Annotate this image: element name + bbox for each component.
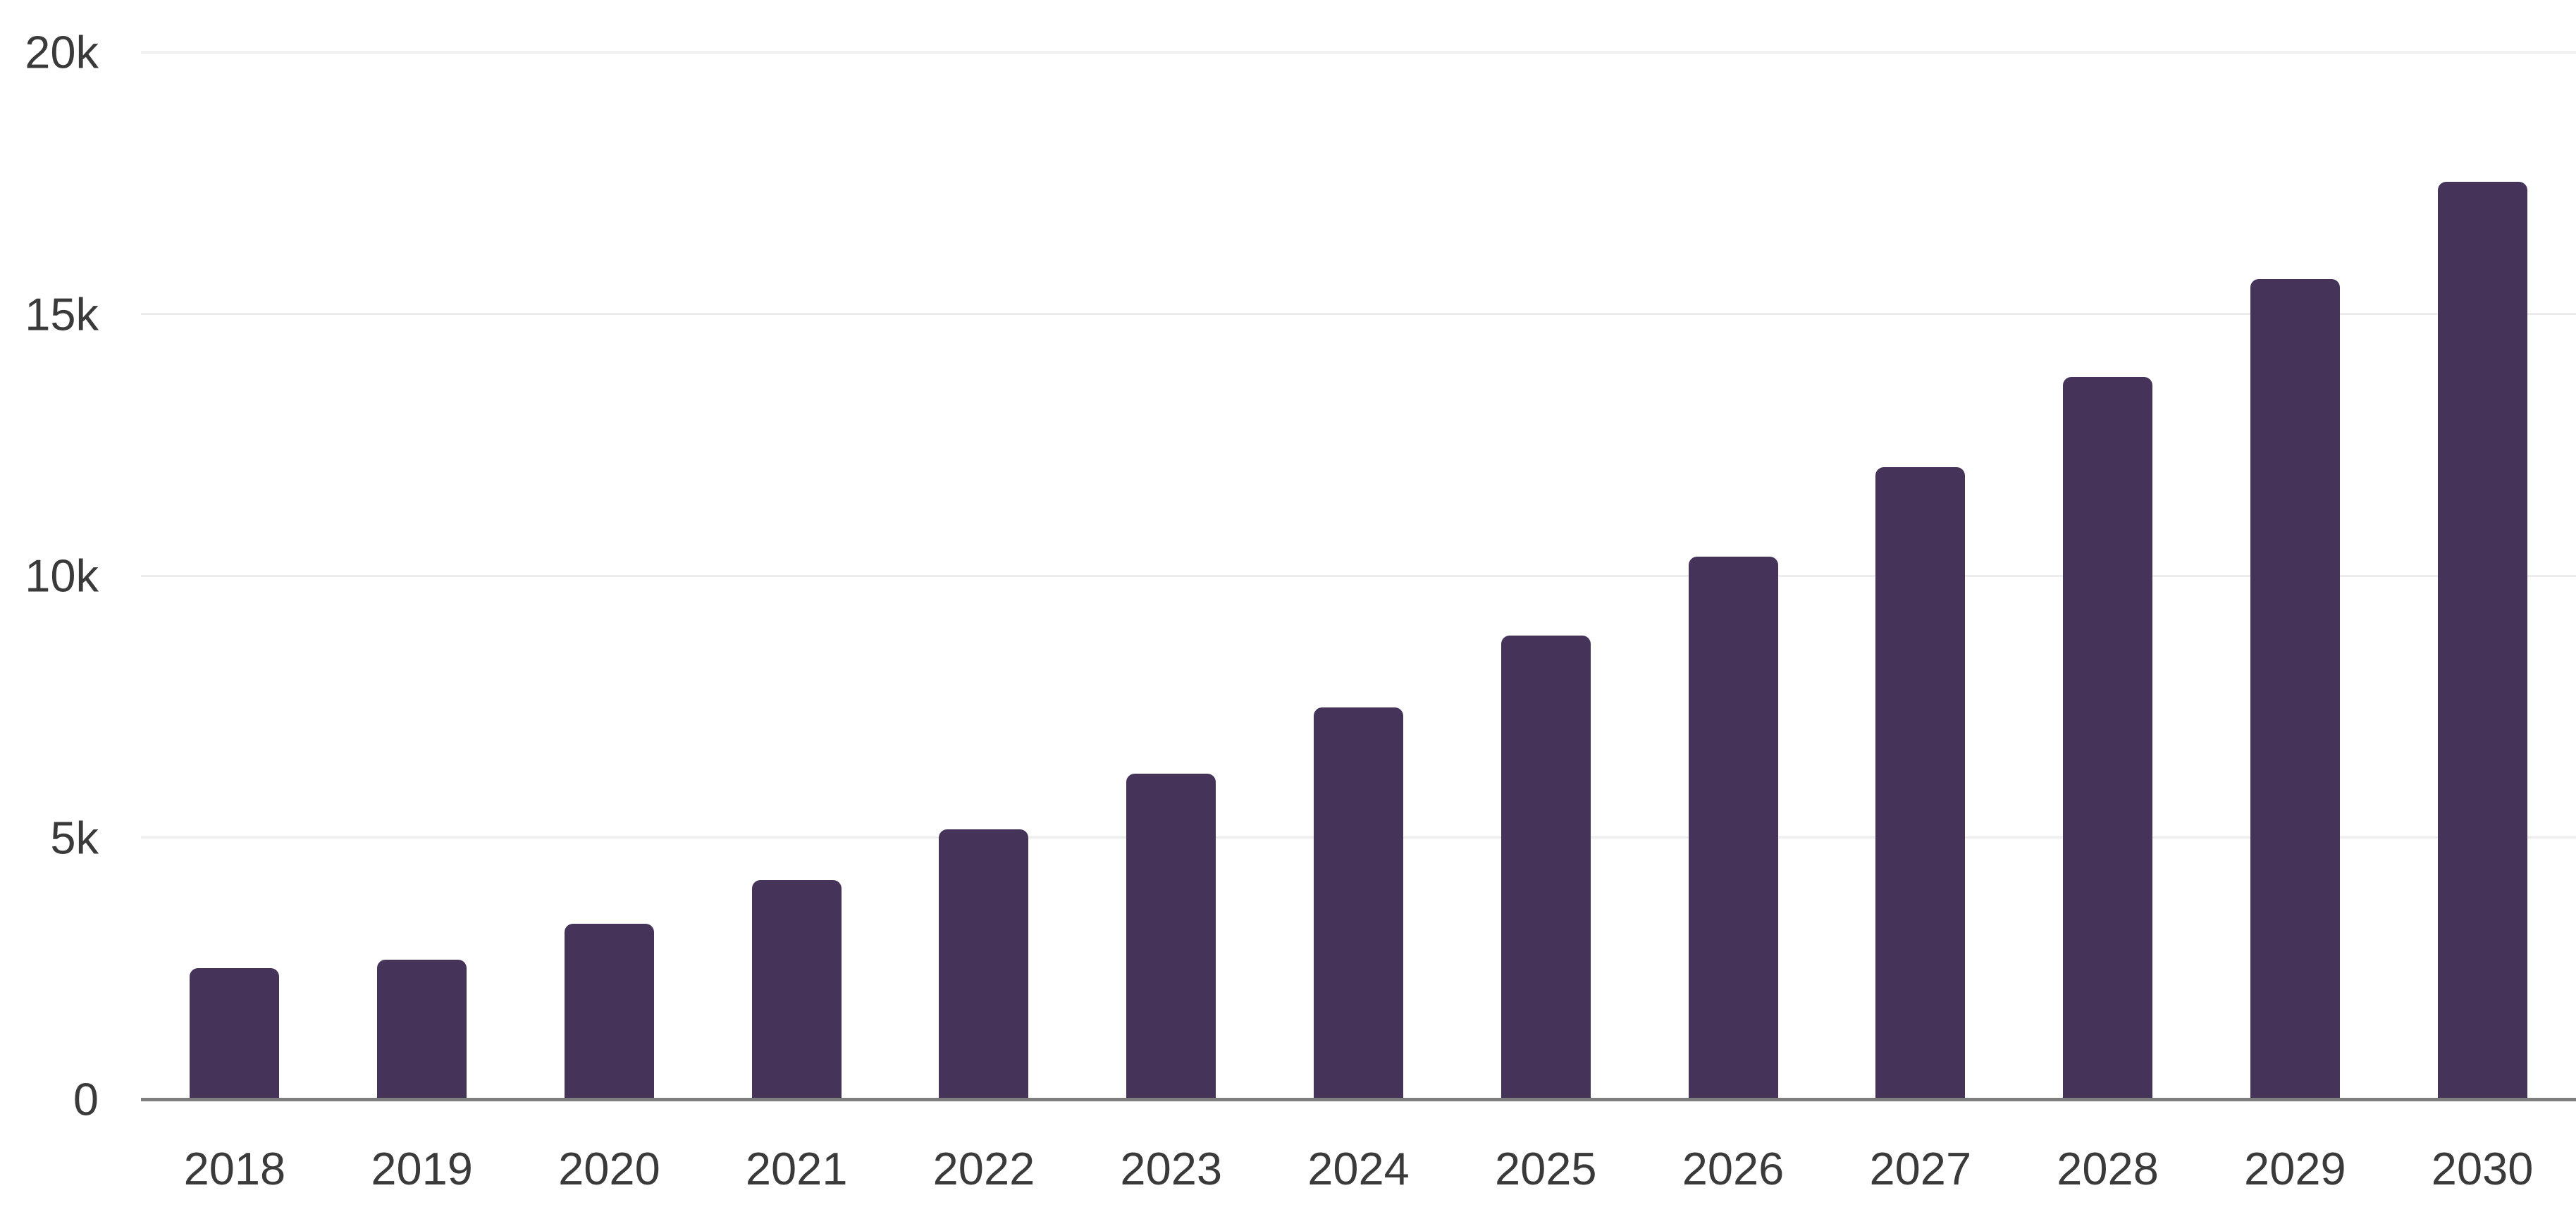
x-axis-tick-2028: 2028 — [2057, 1143, 2159, 1194]
bar-2021 — [751, 880, 842, 1099]
bar-2027 — [1875, 467, 1966, 1099]
bar-2019 — [377, 959, 467, 1099]
x-axis-tick-2030: 2030 — [2431, 1143, 2534, 1194]
x-axis-tick-2020: 2020 — [558, 1143, 660, 1194]
gridline-15k — [141, 313, 2576, 315]
x-axis-tick-2019: 2019 — [371, 1143, 473, 1194]
y-axis-tick-10k: 10k — [25, 550, 99, 602]
x-axis-tick-2023: 2023 — [1120, 1143, 1223, 1194]
bar-2024 — [1314, 707, 1403, 1099]
x-axis-tick-2018: 2018 — [183, 1143, 286, 1194]
bar-2023 — [1126, 773, 1216, 1099]
gridline-20k — [141, 51, 2576, 54]
bar-2030 — [2437, 181, 2527, 1099]
x-axis-tick-2024: 2024 — [1307, 1143, 1410, 1194]
x-axis-tick-2025: 2025 — [1494, 1143, 1597, 1194]
bar-2025 — [1500, 636, 1591, 1099]
bar-2029 — [2250, 279, 2340, 1099]
bar-2018 — [190, 968, 280, 1099]
x-axis-tick-2029: 2029 — [2244, 1143, 2346, 1194]
bar-2020 — [564, 924, 654, 1099]
y-axis-tick-15k: 15k — [25, 288, 99, 340]
bar-2026 — [1688, 556, 1778, 1099]
x-axis-line — [141, 1097, 2576, 1101]
bar-2022 — [939, 829, 1029, 1099]
x-axis-tick-2022: 2022 — [932, 1143, 1035, 1194]
y-axis-tick-0: 0 — [73, 1073, 99, 1125]
y-axis-tick-20k: 20k — [25, 26, 99, 78]
x-axis-tick-2026: 2026 — [1682, 1143, 1785, 1194]
x-axis-tick-2027: 2027 — [1869, 1143, 1972, 1194]
bar-2028 — [2063, 376, 2153, 1099]
x-axis-tick-2021: 2021 — [745, 1143, 848, 1194]
y-axis-tick-5k: 5k — [50, 812, 99, 863]
gridline-10k — [141, 574, 2576, 577]
